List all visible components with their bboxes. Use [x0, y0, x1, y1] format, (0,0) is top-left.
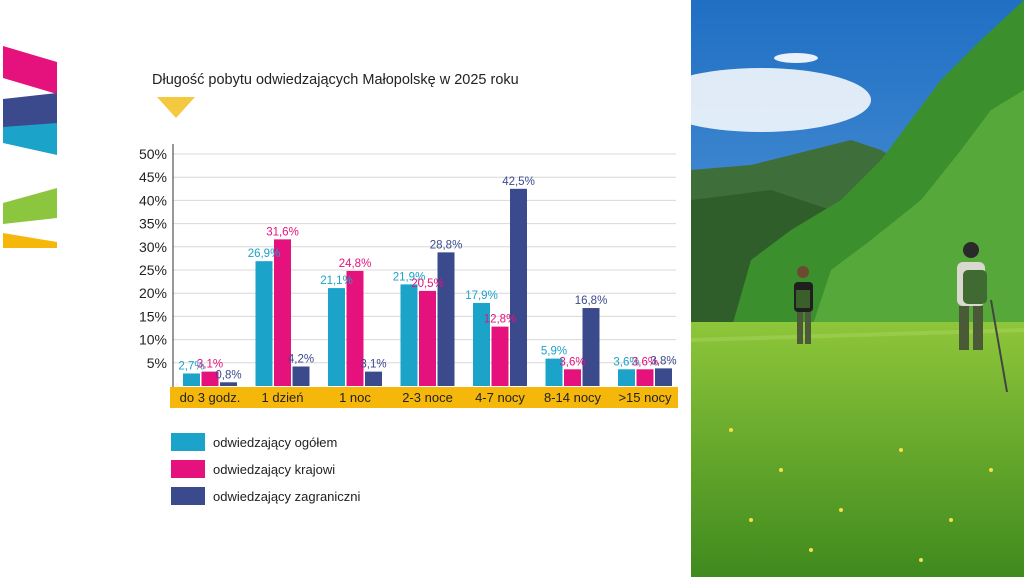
- legend-item-ogolem: odwiedzający ogółem: [171, 432, 360, 452]
- data-label: 24,8%: [339, 258, 372, 270]
- data-label: 0,8%: [215, 369, 241, 381]
- y-tick-label: 5%: [147, 355, 167, 371]
- data-label: 3,8%: [650, 355, 676, 367]
- bar: [510, 188, 527, 386]
- title-marker-triangle: [157, 97, 195, 118]
- photo-illustration: [691, 0, 1024, 577]
- legend-label-ogolem: odwiedzający ogółem: [213, 434, 338, 450]
- chart-title: Długość pobytu odwiedzających Małopolskę…: [152, 72, 519, 88]
- y-tick-label: 40%: [139, 192, 167, 208]
- data-label: 5,9%: [541, 346, 567, 358]
- y-tick-label: 50%: [139, 146, 167, 162]
- chart-legend: odwiedzający ogółem odwiedzający krajowi…: [171, 432, 360, 513]
- category-label: 4-7 nocy: [475, 390, 525, 405]
- hiker-right: [957, 242, 1008, 393]
- category-label: 2-3 noce: [402, 390, 453, 405]
- bar: [183, 373, 200, 386]
- data-label: 3,6%: [559, 356, 585, 368]
- data-label: 26,9%: [248, 248, 281, 260]
- data-label: 3,6%: [613, 356, 639, 368]
- data-label: 12,8%: [484, 314, 517, 326]
- bar: [636, 369, 654, 386]
- data-label: 3,1%: [197, 359, 223, 371]
- y-tick-label: 10%: [139, 332, 167, 348]
- bar: [346, 270, 364, 386]
- data-label: 2,7%: [178, 360, 204, 372]
- data-label: 42,5%: [502, 176, 535, 188]
- bar: [491, 326, 509, 386]
- bar: [655, 368, 672, 386]
- legend-item-zagraniczni: odwiedzający zagraniczni: [171, 486, 360, 506]
- stripe-navy: [3, 93, 57, 131]
- category-label: >15 nocy: [618, 390, 672, 405]
- legend-label-krajowi: odwiedzający krajowi: [213, 461, 336, 477]
- data-label: 17,9%: [465, 290, 498, 302]
- bar: [220, 382, 237, 386]
- bar: [365, 371, 382, 386]
- bar: [419, 290, 436, 386]
- stripe-cyan: [3, 123, 57, 155]
- y-tick-label: 15%: [139, 308, 167, 324]
- y-tick-label: 30%: [139, 239, 167, 255]
- bar: [618, 369, 635, 386]
- category-band: [170, 387, 678, 408]
- stripe-yellow: [3, 233, 57, 248]
- y-tick-label: 45%: [139, 169, 167, 185]
- bar: [437, 252, 455, 386]
- data-label: 3,6%: [632, 356, 658, 368]
- bar: [473, 302, 490, 386]
- data-label: 20,5%: [411, 278, 444, 290]
- category-label: do 3 godz.: [180, 390, 241, 405]
- legend-item-krajowi: odwiedzający krajowi: [171, 459, 360, 479]
- hiker-left: [794, 266, 813, 344]
- legend-label-zagraniczni: odwiedzający zagraniczni: [213, 488, 361, 504]
- legend-swatch-zagraniczni: [171, 487, 205, 505]
- data-label: 3,1%: [360, 359, 386, 371]
- bar: [274, 239, 291, 386]
- data-label: 4,2%: [288, 354, 314, 366]
- brand-stripes-decoration: [3, 46, 57, 248]
- category-label: 1 dzień: [262, 390, 304, 405]
- x-axis-categories: do 3 godz. 1 dzień 1 noc 2-3 noce 4-7 nocy 8-…: [180, 390, 672, 405]
- y-tick-label: 25%: [139, 262, 167, 278]
- bar: [400, 284, 418, 386]
- legend-swatch-krajowi: [171, 460, 205, 478]
- data-labels: 2,7%3,1%0,8%26,9%31,6%4,2%21,1%24,8%3,1%…: [178, 176, 676, 381]
- bar: [545, 358, 563, 386]
- bars: [183, 188, 672, 386]
- data-label: 21,9%: [393, 271, 426, 283]
- bar: [201, 371, 219, 386]
- stripe-green: [3, 188, 57, 224]
- category-label: 1 noc: [339, 390, 371, 405]
- hikers-meadow-photo: [691, 0, 1024, 577]
- y-tick-label: 35%: [139, 216, 167, 232]
- stripe-magenta: [3, 46, 57, 94]
- bar: [255, 261, 273, 386]
- y-tick-label: 20%: [139, 285, 167, 301]
- bar: [292, 366, 310, 386]
- category-label: 8-14 nocy: [544, 390, 602, 405]
- bar: [582, 308, 600, 386]
- bar: [564, 369, 581, 386]
- bar: [328, 288, 345, 386]
- data-label: 31,6%: [266, 226, 299, 238]
- data-label: 28,8%: [430, 239, 463, 251]
- y-axis-ticks: 5% 10% 15% 20% 25% 30% 35% 40% 45% 50%: [139, 146, 167, 371]
- data-label: 16,8%: [575, 295, 608, 307]
- legend-swatch-ogolem: [171, 433, 205, 451]
- data-label: 21,1%: [320, 275, 353, 287]
